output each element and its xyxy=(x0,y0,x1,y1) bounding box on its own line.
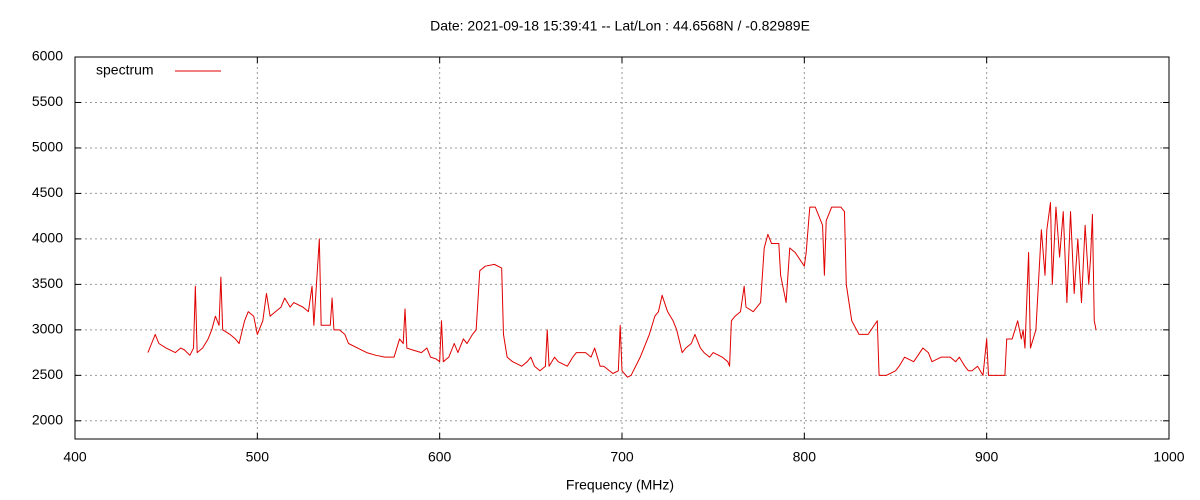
legend-label: spectrum xyxy=(96,62,154,78)
x-tick-label: 500 xyxy=(246,449,270,465)
y-tick-label: 5000 xyxy=(32,139,63,155)
x-axis-label: Frequency (MHz) xyxy=(566,477,674,493)
x-tick-label: 1000 xyxy=(1153,449,1184,465)
y-tick-label: 3000 xyxy=(32,321,63,337)
y-tick-label: 6000 xyxy=(32,48,63,64)
y-tick-label: 3500 xyxy=(32,275,63,291)
x-tick-label: 700 xyxy=(610,449,634,465)
x-tick-label: 400 xyxy=(63,449,87,465)
y-tick-label: 2000 xyxy=(32,412,63,428)
series-line xyxy=(147,202,1097,378)
y-tick-label: 5500 xyxy=(32,93,63,109)
y-tick-label: 2500 xyxy=(32,366,63,382)
y-tick-label: 4000 xyxy=(32,230,63,246)
chart-title: Date: 2021-09-18 15:39:41 -- Lat/Lon : 4… xyxy=(430,18,810,34)
plot-border xyxy=(74,56,1170,440)
x-tick-label: 800 xyxy=(793,449,817,465)
x-tick-label: 900 xyxy=(975,449,999,465)
x-tick-label: 600 xyxy=(428,449,452,465)
y-tick-label: 4500 xyxy=(32,184,63,200)
